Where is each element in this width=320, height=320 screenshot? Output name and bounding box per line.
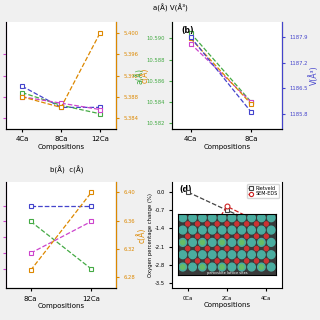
Y-axis label: a(Å): a(Å) (135, 68, 145, 84)
Y-axis label: c(Å): c(Å) (140, 68, 150, 83)
Rietveld (264, 225, 268, 229)
X-axis label: Compositions: Compositions (204, 144, 251, 150)
X-axis label: Compositions: Compositions (37, 303, 84, 309)
Rietveld (225, 208, 229, 212)
Text: a(Å) V(Å³): a(Å) V(Å³) (153, 4, 188, 12)
Text: b(Å)  c(Å): b(Å) c(Å) (50, 166, 83, 174)
Legend: Rietveld, SEM-EDS: Rietveld, SEM-EDS (247, 184, 279, 198)
Line: SEM-EDS: SEM-EDS (186, 204, 268, 268)
Text: (b): (b) (181, 26, 194, 35)
Text: (d): (d) (179, 185, 191, 194)
X-axis label: Compositions: Compositions (37, 144, 84, 150)
Y-axis label: V(Å³): V(Å³) (309, 66, 319, 85)
SEM-EDS (264, 224, 268, 228)
X-axis label: Compositions: Compositions (204, 302, 251, 308)
Y-axis label: c(Å): c(Å) (136, 227, 146, 243)
SEM-EDS (225, 204, 229, 208)
Line: Rietveld: Rietveld (186, 190, 268, 229)
Rietveld (186, 190, 190, 194)
Y-axis label: Oxygen percentage change (%): Oxygen percentage change (%) (148, 193, 153, 277)
SEM-EDS (186, 264, 190, 268)
